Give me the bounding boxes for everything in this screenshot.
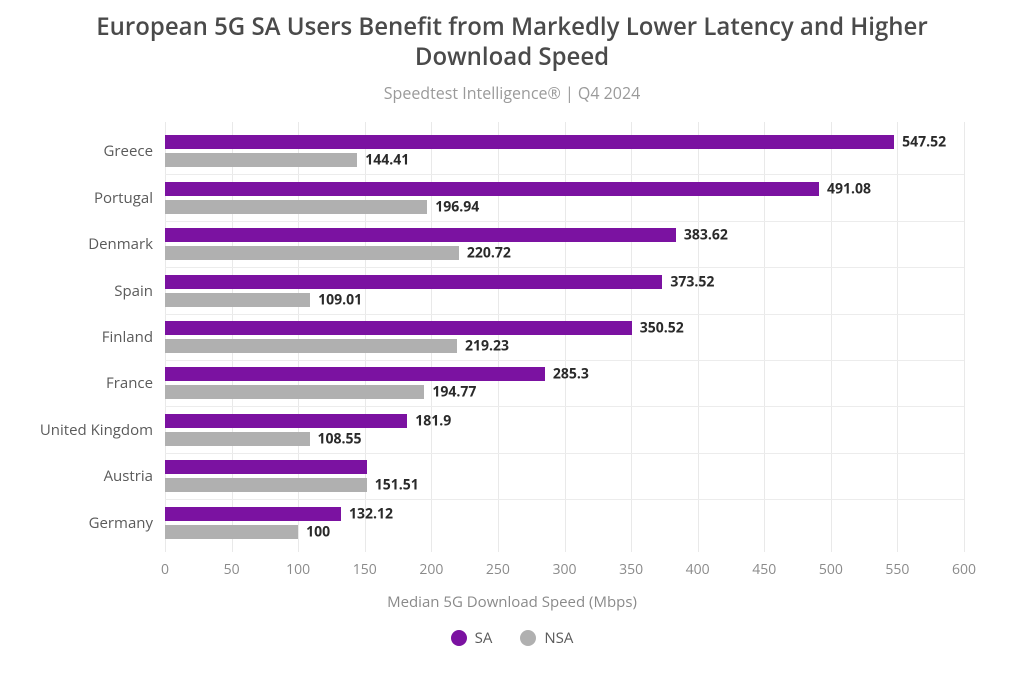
chart-container: European 5G SA Users Benefit from Marked… bbox=[0, 0, 1024, 695]
bar-nsa: 144.41 bbox=[165, 153, 357, 167]
legend-swatch-icon bbox=[520, 630, 536, 646]
bar-sa: 547.52 bbox=[165, 135, 894, 149]
x-tick-label: 450 bbox=[752, 560, 776, 579]
bar-nsa: 151.51 bbox=[165, 478, 367, 492]
bar-sa: 181.9 bbox=[165, 414, 407, 428]
bar-sa: 373.52 bbox=[165, 275, 662, 289]
x-tick-label: 150 bbox=[353, 560, 377, 579]
legend-swatch-icon bbox=[451, 630, 467, 646]
bar-value-label: 100 bbox=[306, 522, 330, 541]
bar-sa: 491.08 bbox=[165, 182, 819, 196]
bar-value-label: 132.12 bbox=[349, 504, 393, 523]
bar-row: Germany132.12100 bbox=[165, 503, 964, 543]
chart-subtitle: Speedtest Intelligence® | Q4 2024 bbox=[30, 82, 994, 104]
x-tick-label: 500 bbox=[819, 560, 843, 579]
bar-value-label: 196.94 bbox=[435, 197, 479, 216]
bar-row: Greece547.52144.41 bbox=[165, 131, 964, 171]
bar-value-label: 350.52 bbox=[640, 318, 684, 337]
row-divider bbox=[165, 221, 964, 222]
legend-item-nsa: NSA bbox=[520, 628, 573, 648]
bar-sa: 285.3 bbox=[165, 367, 545, 381]
row-divider bbox=[165, 314, 964, 315]
bar-sa: 132.12 bbox=[165, 507, 341, 521]
bar-row: France285.3194.77 bbox=[165, 363, 964, 403]
bar-value-label: 491.08 bbox=[827, 179, 871, 198]
x-tick-label: 250 bbox=[486, 560, 510, 579]
x-tick-label: 600 bbox=[952, 560, 976, 579]
bar-nsa: 220.72 bbox=[165, 246, 459, 260]
x-axis-label: Median 5G Download Speed (Mbps) bbox=[30, 592, 994, 612]
x-tick-label: 100 bbox=[286, 560, 310, 579]
bar-value-label: 220.72 bbox=[467, 244, 511, 263]
legend-label: SA bbox=[475, 628, 493, 648]
row-divider bbox=[165, 174, 964, 175]
bar-nsa: 109.01 bbox=[165, 293, 310, 307]
gridline bbox=[964, 122, 965, 552]
category-label: Germany bbox=[89, 513, 153, 533]
category-label: Austria bbox=[104, 466, 153, 486]
category-label: Portugal bbox=[94, 188, 153, 208]
bar-value-label: 383.62 bbox=[684, 226, 728, 245]
row-divider bbox=[165, 267, 964, 268]
bar-nsa: 194.77 bbox=[165, 385, 424, 399]
x-axis: 050100150200250300350400450500550600 bbox=[165, 552, 964, 588]
legend: SA NSA bbox=[30, 628, 994, 648]
legend-label: NSA bbox=[544, 628, 573, 648]
bar-value-label: 109.01 bbox=[318, 290, 362, 309]
bar-value-label: 194.77 bbox=[432, 383, 476, 402]
bar-sa: 350.52 bbox=[165, 321, 632, 335]
x-tick-label: 0 bbox=[161, 560, 169, 579]
bar-nsa: 196.94 bbox=[165, 200, 427, 214]
bar-row: Spain373.52109.01 bbox=[165, 271, 964, 311]
bar-value-label: 108.55 bbox=[318, 429, 362, 448]
bar-value-label: 373.52 bbox=[670, 272, 714, 291]
x-tick-label: 550 bbox=[885, 560, 909, 579]
row-divider bbox=[165, 360, 964, 361]
bar-value-label: 547.52 bbox=[902, 133, 946, 152]
category-label: Spain bbox=[114, 281, 153, 301]
bar-row: Finland350.52219.23 bbox=[165, 317, 964, 357]
plot-area: Greece547.52144.41Portugal491.08196.94De… bbox=[165, 122, 964, 552]
legend-item-sa: SA bbox=[451, 628, 493, 648]
category-label: Greece bbox=[104, 141, 154, 161]
x-tick-label: 350 bbox=[619, 560, 643, 579]
row-divider bbox=[165, 499, 964, 500]
category-label: Denmark bbox=[88, 234, 153, 254]
bar-row: Portugal491.08196.94 bbox=[165, 178, 964, 218]
row-divider bbox=[165, 406, 964, 407]
bar-nsa: 219.23 bbox=[165, 339, 457, 353]
x-tick-label: 300 bbox=[552, 560, 576, 579]
x-tick-label: 200 bbox=[419, 560, 443, 579]
bar-value-label: 181.9 bbox=[415, 411, 451, 430]
bar-sa: 383.62 bbox=[165, 228, 676, 242]
bar-sa bbox=[165, 460, 367, 474]
category-label: France bbox=[106, 373, 153, 393]
bar-row: Denmark383.62220.72 bbox=[165, 224, 964, 264]
x-tick-label: 400 bbox=[686, 560, 710, 579]
row-divider bbox=[165, 453, 964, 454]
x-tick-label: 50 bbox=[224, 560, 240, 579]
category-label: United Kingdom bbox=[40, 420, 153, 440]
chart-title: European 5G SA Users Benefit from Marked… bbox=[70, 12, 954, 72]
bar-value-label: 219.23 bbox=[465, 336, 509, 355]
bar-rows: Greece547.52144.41Portugal491.08196.94De… bbox=[165, 122, 964, 552]
bar-value-label: 151.51 bbox=[375, 476, 419, 495]
bar-value-label: 144.41 bbox=[365, 151, 409, 170]
category-label: Finland bbox=[102, 327, 153, 347]
bar-nsa: 100 bbox=[165, 525, 298, 539]
bar-row: United Kingdom181.9108.55 bbox=[165, 410, 964, 450]
bar-value-label: 285.3 bbox=[553, 365, 589, 384]
bar-row: Austria151.51 bbox=[165, 456, 964, 496]
bar-nsa: 108.55 bbox=[165, 432, 310, 446]
